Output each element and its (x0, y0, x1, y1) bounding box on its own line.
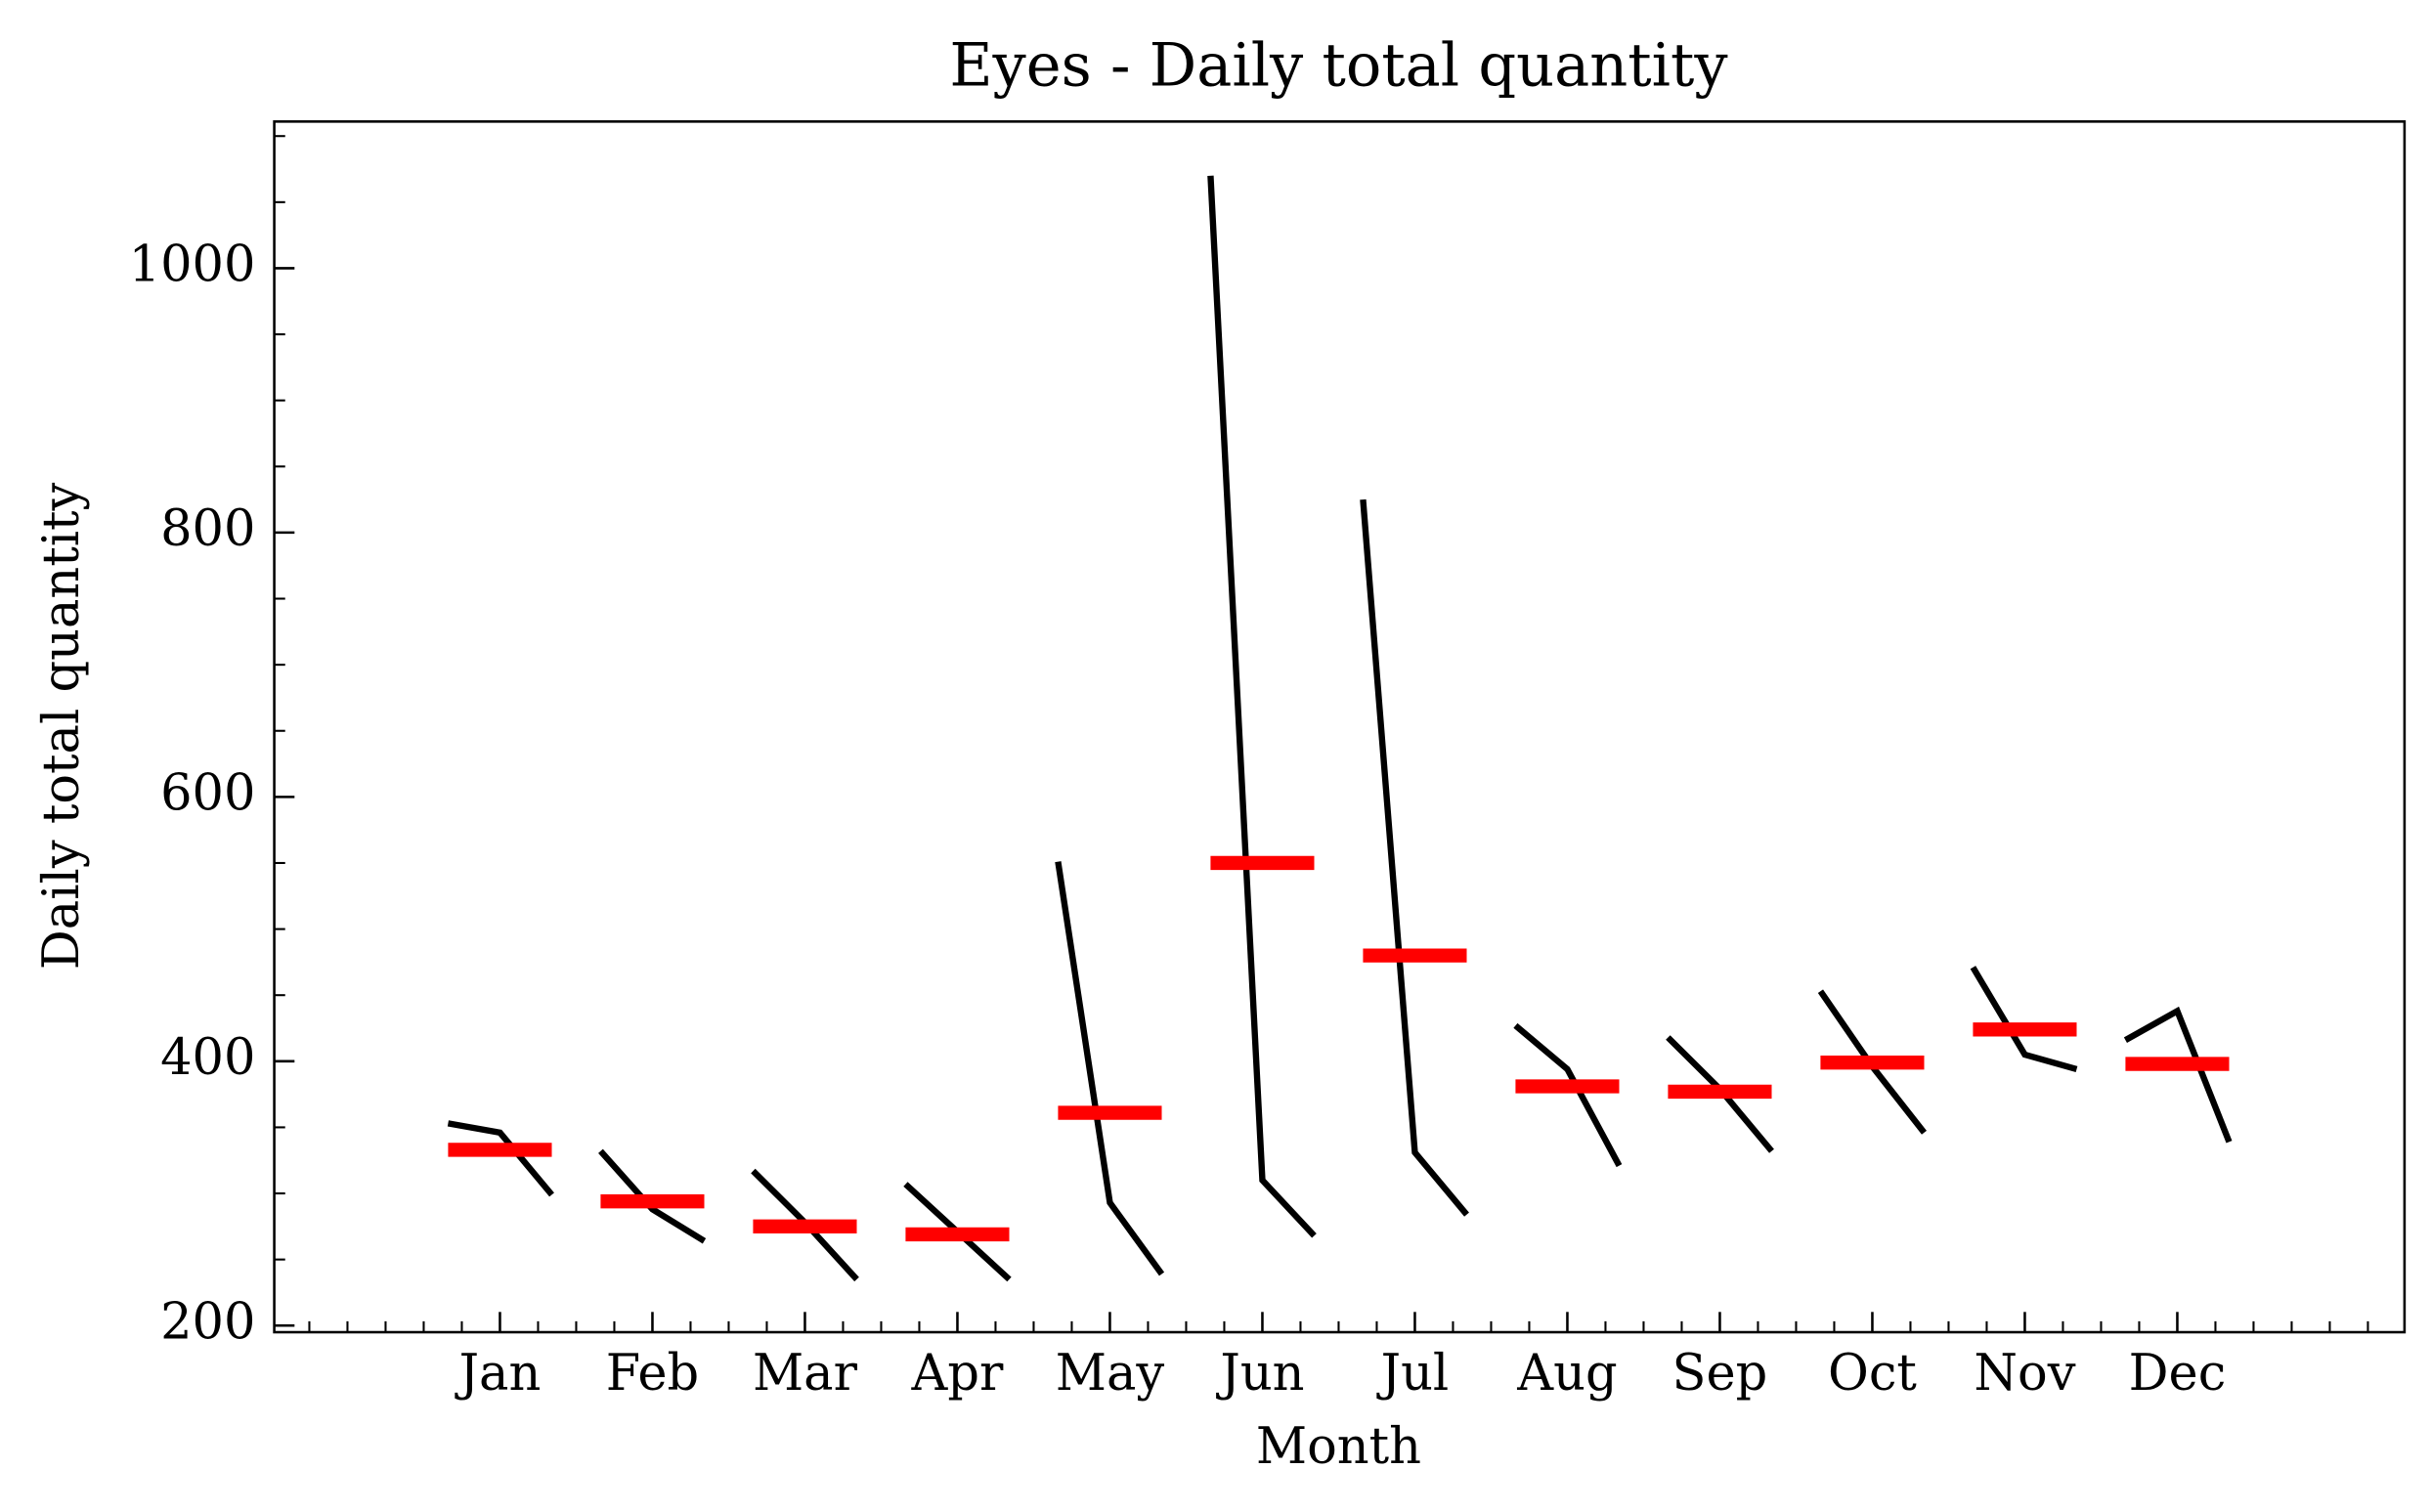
month-line (1360, 498, 1469, 1217)
month-line (1513, 1022, 1623, 1168)
x-axis-label: Month (1256, 1418, 1421, 1476)
month-line (1055, 861, 1165, 1276)
y-tick-label: 200 (160, 1293, 255, 1351)
month-line (598, 1148, 707, 1244)
x-tick-label: Apr (911, 1345, 1004, 1403)
y-axis-label: Daily total quantity (33, 482, 91, 970)
y-tick-label: 1000 (129, 236, 256, 293)
x-tick-label: Nov (1974, 1345, 2075, 1403)
month-line (1207, 175, 1317, 1238)
y-tick-label: 400 (160, 1029, 255, 1087)
x-tick-label: Dec (2129, 1345, 2227, 1403)
x-tick-label: Oct (1828, 1345, 1917, 1403)
plot-frame (273, 120, 2407, 1334)
x-tick-label: Mar (753, 1345, 858, 1403)
x-tick-label: Feb (606, 1345, 699, 1403)
x-tick-label: Aug (1516, 1345, 1617, 1403)
chart-title: Eyes - Daily total quantity (949, 31, 1728, 100)
month-line (1970, 966, 2078, 1072)
x-tick-label: Jun (1215, 1345, 1304, 1403)
y-tick-label: 800 (160, 500, 255, 558)
x-tick-label: Jul (1376, 1345, 1450, 1403)
month-line (2123, 1006, 2233, 1144)
x-tick-label: Sep (1672, 1345, 1768, 1403)
month-line (447, 1120, 554, 1197)
x-tick-label: May (1056, 1345, 1165, 1403)
x-tick-label: Jan (455, 1345, 542, 1403)
y-tick-label: 600 (160, 764, 255, 822)
